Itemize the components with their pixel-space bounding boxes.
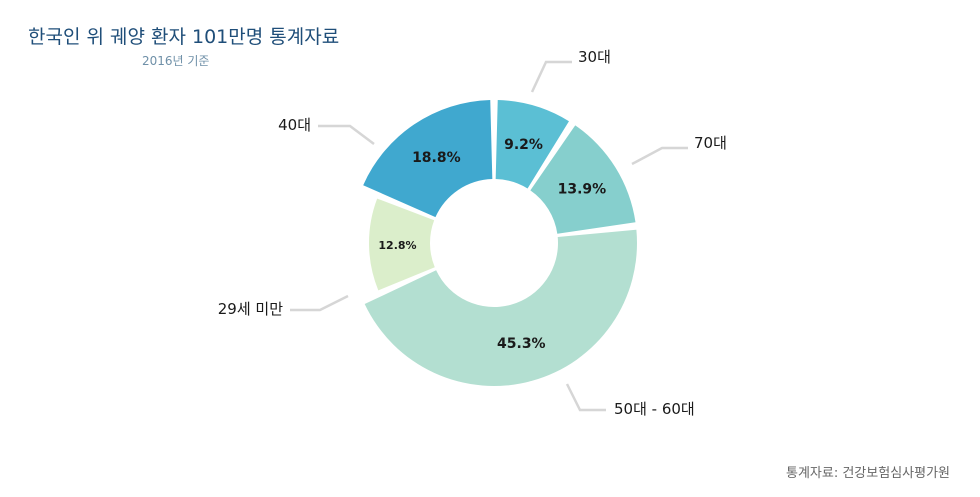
leader-line (631, 146, 688, 166)
leader-line (530, 60, 572, 93)
slice-value-label: 18.8% (412, 150, 461, 166)
donut-slice (530, 125, 636, 234)
slice-value-label: 12.8% (378, 239, 416, 252)
category-label: 40대 (278, 116, 311, 134)
leader-line (565, 383, 606, 412)
category-label: 29세 미만 (218, 300, 283, 318)
donut-slice (369, 198, 435, 291)
leader-line (290, 294, 349, 312)
category-label: 30대 (578, 48, 611, 66)
slice-value-label: 13.9% (558, 181, 607, 197)
leader-line (318, 124, 375, 145)
chart-subtitle: 2016년 기준 (142, 54, 210, 68)
donut-slice (363, 100, 493, 218)
chart-title: 한국인 위 궤양 환자 101만명 통계자료 (28, 26, 340, 48)
slice-value-label: 45.3% (497, 336, 546, 352)
category-label: 70대 (694, 134, 727, 152)
category-label: 50대 - 60대 (614, 400, 695, 418)
source-note: 통계자료: 건강보험심사평가원 (786, 466, 950, 481)
donut-slice (495, 100, 569, 189)
slice-value-label: 9.2% (504, 137, 543, 153)
donut-slice (364, 229, 637, 386)
